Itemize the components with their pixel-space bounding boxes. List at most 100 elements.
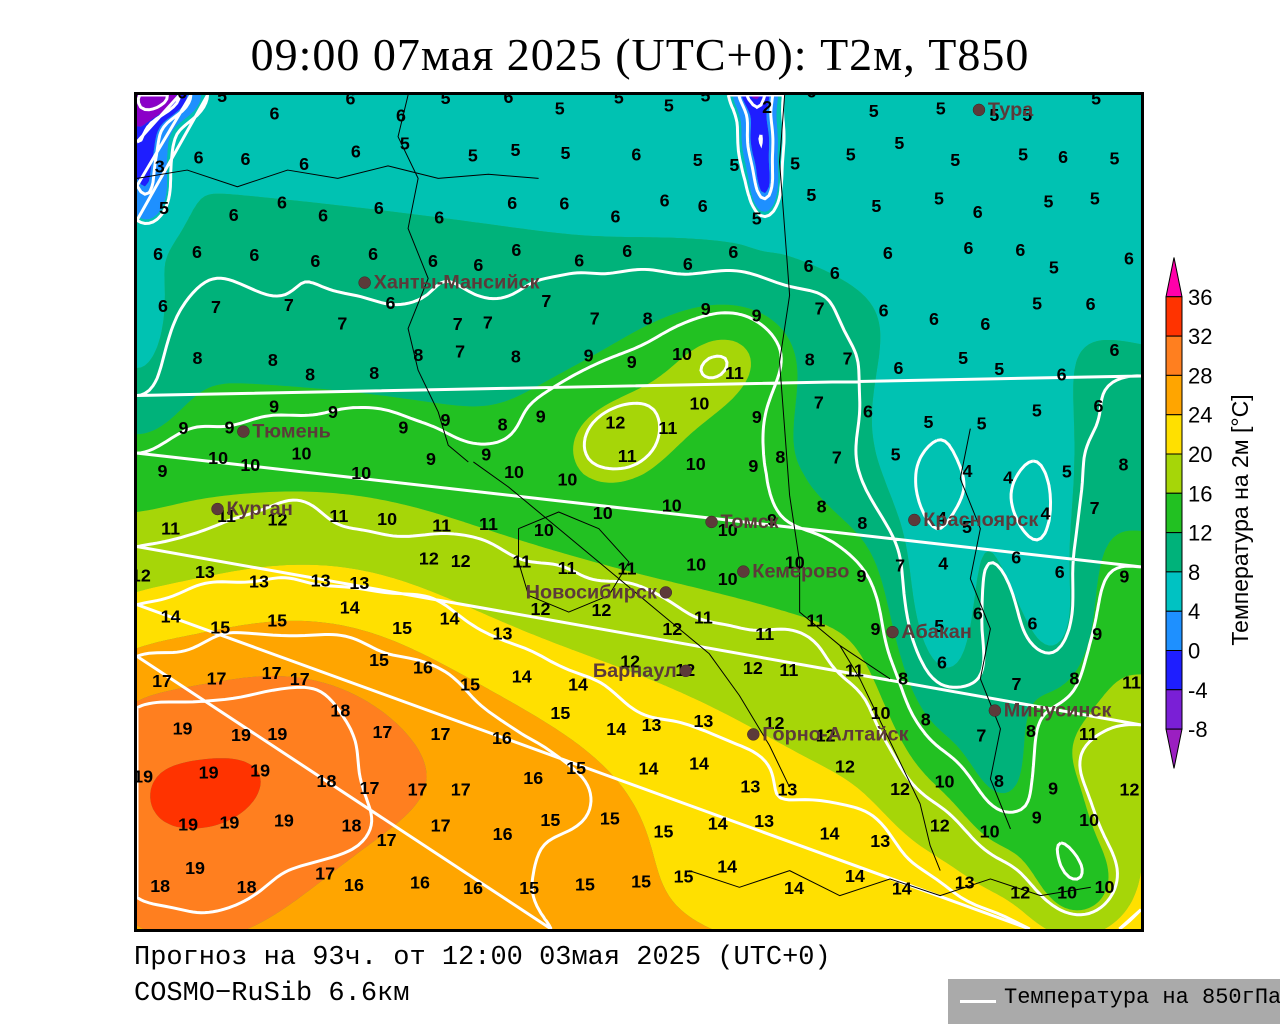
svg-text:19: 19 xyxy=(199,763,219,783)
svg-text:16: 16 xyxy=(410,872,430,892)
svg-text:16: 16 xyxy=(523,768,543,788)
svg-text:9: 9 xyxy=(1032,808,1042,828)
svg-text:12: 12 xyxy=(419,548,439,568)
svg-text:-8: -8 xyxy=(1188,717,1208,742)
svg-text:6: 6 xyxy=(973,604,983,624)
svg-text:5: 5 xyxy=(729,155,739,175)
svg-text:8: 8 xyxy=(1188,560,1200,585)
svg-text:24: 24 xyxy=(1188,403,1212,428)
svg-text:6: 6 xyxy=(1124,249,1134,269)
svg-text:8: 8 xyxy=(511,347,521,367)
svg-text:14: 14 xyxy=(606,719,626,739)
svg-text:9: 9 xyxy=(536,406,546,426)
svg-text:Горно-Алтайск: Горно-Алтайск xyxy=(762,723,908,745)
svg-text:6: 6 xyxy=(310,251,320,271)
svg-text:Томск: Томск xyxy=(721,511,779,533)
svg-text:18: 18 xyxy=(237,877,257,897)
svg-text:8: 8 xyxy=(498,415,508,435)
svg-text:8: 8 xyxy=(921,709,931,729)
svg-text:6: 6 xyxy=(1057,365,1067,385)
svg-text:9: 9 xyxy=(179,418,189,438)
svg-text:5: 5 xyxy=(871,196,881,216)
svg-text:11: 11 xyxy=(725,363,744,383)
svg-text:12: 12 xyxy=(890,779,910,799)
svg-text:14: 14 xyxy=(689,754,709,774)
svg-text:6: 6 xyxy=(806,95,816,101)
svg-text:15: 15 xyxy=(519,878,539,898)
svg-text:4: 4 xyxy=(962,461,972,481)
svg-text:16: 16 xyxy=(413,657,433,677)
svg-text:5: 5 xyxy=(614,95,624,107)
svg-text:11: 11 xyxy=(512,552,531,572)
svg-text:10: 10 xyxy=(718,569,738,589)
svg-text:7: 7 xyxy=(453,314,463,334)
svg-text:7: 7 xyxy=(895,555,905,575)
svg-text:5: 5 xyxy=(561,143,571,163)
svg-text:10: 10 xyxy=(935,771,955,791)
svg-text:Новосибирск: Новосибирск xyxy=(526,581,657,603)
svg-text:19: 19 xyxy=(185,858,205,878)
svg-text:6: 6 xyxy=(269,104,279,124)
svg-text:7: 7 xyxy=(284,295,294,315)
svg-text:19: 19 xyxy=(231,725,251,745)
svg-text:15: 15 xyxy=(550,703,570,723)
svg-text:14: 14 xyxy=(340,597,360,617)
svg-text:14: 14 xyxy=(161,606,181,626)
svg-text:6: 6 xyxy=(434,208,444,228)
svg-text:9: 9 xyxy=(440,410,450,430)
svg-text:Тюмень: Тюмень xyxy=(252,421,331,443)
svg-text:5: 5 xyxy=(923,412,933,432)
svg-text:7: 7 xyxy=(455,341,465,361)
svg-text:14: 14 xyxy=(717,856,737,876)
svg-text:11: 11 xyxy=(658,418,677,438)
svg-text:14: 14 xyxy=(512,666,532,686)
svg-text:10: 10 xyxy=(377,509,397,529)
svg-text:6: 6 xyxy=(1093,396,1103,416)
svg-text:15: 15 xyxy=(631,872,651,892)
svg-text:0: 0 xyxy=(1188,639,1200,664)
svg-text:13: 13 xyxy=(493,624,513,644)
svg-text:11: 11 xyxy=(779,660,798,680)
svg-text:9: 9 xyxy=(856,566,866,586)
svg-text:Ханты-Мансийск: Ханты-Мансийск xyxy=(374,272,540,294)
svg-text:19: 19 xyxy=(219,813,239,833)
svg-text:10: 10 xyxy=(557,469,577,489)
svg-text:17: 17 xyxy=(431,816,451,836)
svg-text:17: 17 xyxy=(377,830,397,850)
svg-text:13: 13 xyxy=(195,562,215,582)
svg-text:5: 5 xyxy=(790,154,800,174)
svg-text:5: 5 xyxy=(1090,188,1100,208)
svg-text:6: 6 xyxy=(153,244,163,264)
svg-text:8: 8 xyxy=(305,365,315,385)
svg-text:12: 12 xyxy=(743,658,763,678)
svg-text:6: 6 xyxy=(879,300,889,320)
svg-text:10: 10 xyxy=(240,455,260,475)
svg-text:8: 8 xyxy=(1119,455,1129,475)
svg-text:12: 12 xyxy=(1120,780,1140,800)
svg-text:10: 10 xyxy=(689,394,709,414)
svg-text:Курган: Курган xyxy=(226,498,292,520)
svg-text:5: 5 xyxy=(1032,294,1042,314)
svg-text:18: 18 xyxy=(150,876,170,896)
svg-text:5: 5 xyxy=(701,95,711,106)
svg-text:14: 14 xyxy=(638,759,658,779)
svg-text:19: 19 xyxy=(274,810,294,830)
svg-text:7: 7 xyxy=(843,348,853,368)
svg-text:11: 11 xyxy=(479,514,498,534)
svg-text:15: 15 xyxy=(575,874,595,894)
svg-text:13: 13 xyxy=(870,831,890,851)
svg-text:6: 6 xyxy=(964,238,974,258)
svg-text:8: 8 xyxy=(994,771,1004,791)
svg-text:8: 8 xyxy=(193,348,203,368)
svg-text:6: 6 xyxy=(559,194,569,214)
svg-text:6: 6 xyxy=(830,263,840,283)
svg-text:15: 15 xyxy=(460,674,480,694)
svg-text:8: 8 xyxy=(775,447,785,467)
svg-text:5: 5 xyxy=(1043,192,1053,212)
svg-text:6: 6 xyxy=(507,193,517,213)
svg-text:15: 15 xyxy=(369,650,389,670)
svg-text:5: 5 xyxy=(891,444,901,464)
svg-text:16: 16 xyxy=(344,875,364,895)
svg-text:5: 5 xyxy=(555,98,565,118)
svg-text:8: 8 xyxy=(805,349,815,369)
